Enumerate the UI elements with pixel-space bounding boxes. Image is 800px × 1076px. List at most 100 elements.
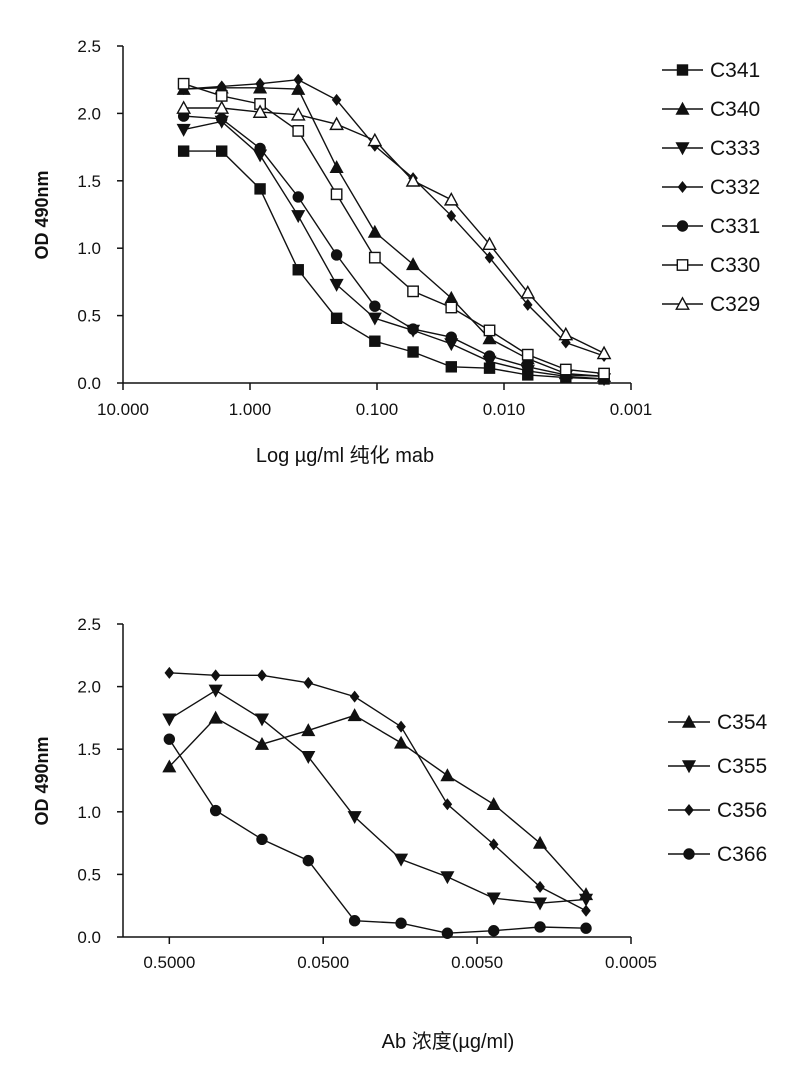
data-point-C331	[292, 191, 304, 203]
series-line-C366	[168, 738, 587, 934]
legend-item-C355: C355	[668, 755, 767, 778]
legend-label: C356	[717, 799, 767, 822]
data-point-C329	[252, 104, 268, 118]
legend-marker	[681, 714, 697, 728]
data-point-C330	[483, 324, 496, 337]
data-point-C354	[347, 708, 362, 722]
data-point-C340	[329, 160, 344, 174]
legend-item-C356: C356	[668, 799, 767, 822]
data-point-C329	[405, 173, 421, 187]
data-point-C329	[214, 100, 230, 114]
data-point-C330	[445, 301, 458, 314]
y-tick-label: 1.5	[77, 740, 101, 759]
x-tick-label: 10.000	[97, 400, 149, 419]
data-point-C329	[482, 236, 497, 251]
legend-item-C329: C329	[662, 293, 760, 316]
y-tick-label: 0.0	[77, 374, 101, 393]
data-point-C355	[162, 713, 177, 727]
legend-label: C331	[710, 215, 760, 238]
legend-label: C366	[717, 843, 767, 866]
data-point-C330	[368, 251, 381, 264]
data-point-C366	[209, 804, 222, 817]
x-axis-label: Log µg/ml 纯化 mab	[256, 444, 434, 467]
data-point-C366	[256, 833, 268, 846]
legend-item-C354: C354	[668, 711, 768, 734]
series-line-C330	[183, 83, 605, 375]
data-point-C366	[534, 921, 546, 933]
legend-label: C330	[710, 254, 760, 277]
data-point-C340	[291, 81, 306, 95]
chart-ab-concentration: 0.0 0.5 1.0 1.5 2.0 2.5 0.5000 0.0500 0.0050 0.00…	[32, 615, 768, 1053]
data-point-C341	[177, 145, 190, 157]
data-point-C354	[208, 710, 223, 724]
data-point-C366	[488, 925, 500, 937]
data-point-C354	[394, 735, 409, 749]
data-point-C340	[406, 257, 421, 271]
legend-marker	[675, 101, 690, 115]
data-point-C341	[445, 361, 457, 373]
legend-label: C329	[710, 293, 760, 316]
series-C356	[164, 666, 591, 917]
legend-marker	[684, 803, 694, 817]
series-line-C331	[183, 115, 605, 377]
series-line-C340	[183, 87, 605, 377]
data-point-C356	[396, 720, 406, 733]
data-point-C331	[254, 142, 266, 155]
x-tick-label: 0.0500	[297, 953, 349, 972]
legend-marker	[676, 220, 689, 232]
data-point-C366	[580, 922, 592, 934]
data-point-C356	[581, 904, 591, 917]
legend-marker	[681, 760, 697, 774]
series-line-C332	[183, 78, 605, 357]
x-tick-label: 0.010	[483, 400, 526, 419]
x-tick-label: 0.100	[356, 400, 399, 419]
data-point-C340	[482, 331, 497, 345]
legend-marker	[675, 296, 690, 310]
data-point-C355	[347, 811, 362, 825]
series-line-C341	[183, 150, 605, 380]
data-point-C366	[302, 854, 315, 867]
data-point-C356	[535, 880, 545, 893]
data-point-C331	[407, 323, 419, 335]
series-line-C356	[169, 672, 587, 912]
legend-item-C332: C332	[662, 176, 760, 199]
legend-label: C333	[710, 137, 760, 160]
data-point-C356	[442, 798, 453, 811]
data-point-C341	[407, 346, 419, 358]
series-C329	[176, 100, 612, 360]
chart-titration-purified-mab: 0.0 0.5 1.0 1.5 2.0 2.5 10.000 1.000 0.100 0.010 0…	[32, 37, 760, 467]
data-point-C329	[443, 192, 459, 206]
legend-item-C366: C366	[668, 843, 767, 866]
data-point-C355	[208, 684, 223, 698]
data-point-C354	[301, 723, 316, 737]
data-point-C333	[329, 278, 344, 292]
x-tick-label: 1.000	[229, 400, 272, 419]
data-point-C330	[407, 285, 419, 298]
x-tick-label: 0.001	[610, 400, 653, 419]
y-tick-label: 1.0	[77, 803, 101, 822]
y-tick-label: 1.5	[77, 172, 101, 191]
data-point-C366	[348, 915, 361, 927]
data-point-C333	[176, 123, 191, 137]
data-point-C330	[521, 348, 534, 361]
x-tick-label: 0.0005	[605, 953, 657, 972]
data-point-C355	[486, 892, 501, 906]
series-C366	[163, 733, 592, 939]
data-point-C341	[292, 264, 304, 276]
series-C354	[162, 708, 594, 901]
data-point-C330	[598, 367, 610, 380]
data-point-C354	[440, 768, 455, 782]
data-point-C331	[483, 350, 496, 362]
data-point-C332	[293, 73, 304, 86]
data-point-C341	[254, 183, 266, 195]
data-point-C341	[369, 335, 381, 347]
legend-label: C332	[710, 176, 760, 199]
data-point-C330	[215, 89, 228, 102]
data-point-C332	[484, 251, 495, 264]
data-point-C331	[330, 249, 343, 261]
legend-item-C333: C333	[662, 137, 760, 160]
y-tick-label: 0.5	[77, 307, 101, 326]
data-point-C355	[394, 853, 409, 867]
legend-marker	[676, 64, 689, 76]
legend-label: C355	[717, 755, 767, 778]
